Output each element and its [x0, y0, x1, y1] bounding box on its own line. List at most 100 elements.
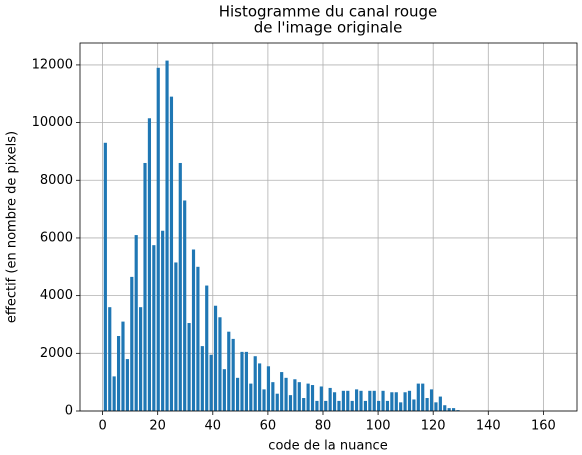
x-tick-label: 60	[260, 419, 277, 434]
bar	[187, 323, 191, 411]
bar	[403, 392, 407, 411]
bar	[218, 317, 222, 411]
bar	[112, 376, 116, 411]
bar	[425, 398, 429, 411]
bar	[332, 392, 337, 411]
bar	[205, 285, 209, 411]
bar	[297, 382, 301, 411]
x-tick-label: 120	[421, 419, 446, 434]
bar	[191, 249, 196, 411]
bar	[438, 396, 442, 411]
bar	[183, 200, 187, 411]
bar	[174, 262, 178, 411]
x-tick-label: 160	[531, 419, 556, 434]
bar	[363, 400, 368, 411]
bar	[139, 307, 143, 411]
chart-title: de l'image originale	[254, 19, 403, 37]
bar	[178, 162, 182, 411]
bar	[152, 245, 156, 411]
y-tick-label: 0	[65, 404, 73, 419]
bar	[244, 351, 248, 411]
bar	[456, 410, 460, 411]
bar	[213, 305, 218, 411]
bar	[165, 60, 169, 412]
y-tick-label: 8000	[40, 173, 73, 188]
bar	[359, 390, 363, 411]
bar	[236, 377, 240, 411]
bar	[288, 395, 293, 411]
bar	[196, 266, 200, 411]
bar	[209, 354, 213, 411]
bar	[434, 402, 438, 411]
bar	[156, 67, 160, 412]
bar	[315, 400, 319, 411]
x-tick-label: 20	[149, 419, 166, 434]
bar	[143, 162, 147, 411]
bar	[306, 383, 310, 411]
bar	[253, 356, 257, 411]
bar	[328, 387, 332, 411]
x-tick-label: 140	[476, 419, 501, 434]
bar	[324, 400, 328, 411]
bar	[116, 336, 121, 411]
bar	[355, 389, 359, 411]
bar	[258, 363, 262, 411]
y-tick-label: 2000	[40, 346, 73, 361]
bar	[394, 392, 398, 411]
bar	[390, 392, 394, 411]
bar	[275, 393, 279, 411]
bar	[337, 400, 341, 411]
bar	[249, 383, 253, 411]
bar	[130, 276, 134, 411]
bar	[416, 383, 420, 411]
y-tick-label: 6000	[40, 230, 73, 245]
bar	[341, 390, 345, 411]
bar	[447, 408, 451, 411]
x-tick-label: 100	[366, 419, 391, 434]
bar	[161, 230, 165, 411]
bar	[284, 377, 288, 411]
bar	[103, 142, 107, 411]
y-tick-label: 4000	[40, 288, 73, 303]
bar	[385, 400, 390, 411]
y-axis-label: effectif (en nombre de pixels)	[5, 131, 20, 323]
bar	[147, 118, 152, 411]
bar	[134, 235, 138, 411]
bar	[381, 390, 385, 411]
bar	[262, 389, 266, 411]
bar	[169, 96, 174, 411]
bar	[310, 385, 315, 411]
bar	[108, 307, 112, 411]
bar	[412, 399, 416, 411]
bar	[125, 359, 129, 411]
bar	[200, 346, 204, 411]
bar	[227, 331, 231, 411]
bar	[377, 400, 381, 411]
y-tick-label: 12000	[32, 57, 73, 72]
x-tick-label: 0	[98, 419, 106, 434]
bar	[368, 390, 372, 411]
bar	[266, 366, 271, 411]
bar	[443, 405, 447, 411]
bar	[346, 390, 350, 411]
bar	[280, 372, 284, 411]
chart-title: Histogramme du canal rouge	[219, 3, 438, 21]
x-axis-label: code de la nuance	[268, 439, 387, 454]
bar	[421, 383, 425, 411]
bar	[350, 400, 354, 411]
plot-frame	[79, 42, 578, 412]
bar	[451, 408, 456, 411]
bar	[302, 398, 306, 411]
bar	[319, 386, 323, 411]
bar	[240, 351, 244, 411]
bar	[271, 382, 275, 411]
bar	[399, 402, 403, 411]
y-tick-label: 10000	[32, 115, 73, 130]
bar	[429, 389, 434, 411]
bar	[231, 338, 235, 411]
bar	[372, 390, 376, 411]
bar	[121, 321, 125, 411]
x-tick-label: 40	[205, 419, 222, 434]
bar	[293, 379, 297, 411]
